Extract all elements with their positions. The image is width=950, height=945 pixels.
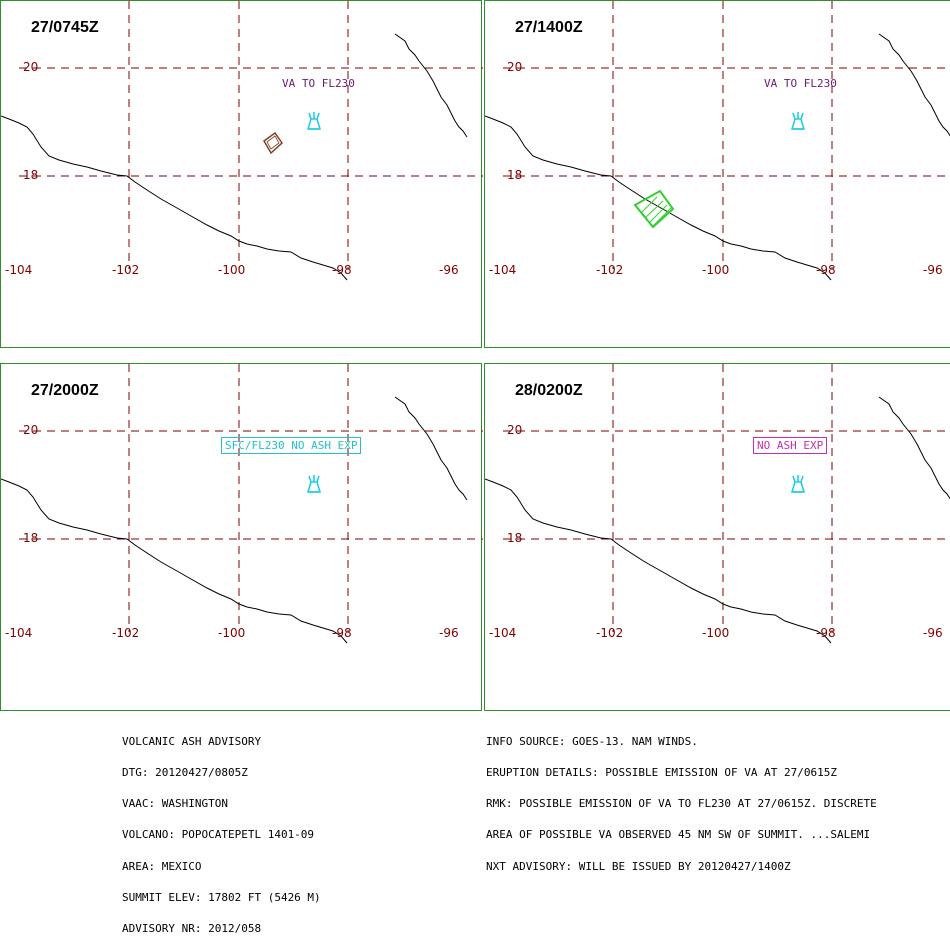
map-canvas (1, 1, 483, 281)
lon-label-98: -98 (332, 626, 352, 640)
ash-hatching (640, 196, 672, 228)
coastline (1, 115, 348, 281)
lon-label-100: -100 (218, 263, 246, 277)
lon-label-96: -96 (439, 626, 459, 640)
advisory-line: VOLCANIC ASH ADVISORY (122, 734, 262, 748)
lon-label-96: -96 (923, 626, 943, 640)
advisory-line: DTG: 20120427/0805Z (122, 766, 248, 780)
advisory-line: ERUPTION DETAILS: POSSIBLE EMISSION OF V… (486, 766, 837, 780)
lon-label-100: -100 (702, 263, 730, 277)
lat-label-18: 18 (23, 168, 39, 182)
lat-label-18: 18 (23, 531, 39, 545)
ash-area-polygon (263, 131, 283, 155)
advisory-line: INFO SOURCE: GOES-13. NAM WINDS. (486, 734, 698, 748)
lat-label-18: 18 (507, 531, 523, 545)
map-panel-1: 27/0745Z 20 18 -104 -102 -100 -98 -96 VA… (0, 0, 483, 348)
lon-label-96: -96 (923, 263, 943, 277)
advisory-line: ADVISORY NR: 2012/058 (122, 922, 262, 936)
map-panel-4: 28/0200Z 20 18 -104 -102 -100 -98 -96 NO… (484, 363, 950, 711)
ash-label-box: SFC/FL230 NO ASH EXP (221, 437, 362, 454)
lon-label-104: -104 (489, 626, 517, 640)
map-canvas (485, 364, 950, 644)
panel-time: 28/0200Z (515, 382, 583, 399)
lat-label-20: 20 (507, 423, 523, 437)
ash-label-box: NO ASH EXP (753, 437, 828, 454)
advisory-details-right: INFO SOURCE: GOES-13. NAM WINDS. ERUPTIO… (486, 716, 877, 883)
lon-label-102: -102 (112, 263, 140, 277)
coastline (485, 478, 832, 644)
lon-label-104: -104 (5, 626, 33, 640)
ash-area-polygon (633, 189, 675, 229)
panel-time: 27/0745Z (31, 19, 99, 36)
lon-label-104: -104 (5, 263, 33, 277)
lon-label-104: -104 (489, 263, 517, 277)
advisory-line: VOLCANO: POPOCATEPETL 1401-09 (122, 828, 315, 842)
map-canvas (485, 1, 950, 281)
coastline-gulf (878, 33, 950, 137)
ash-label: VA TO FL230 (282, 77, 355, 90)
coastline-gulf (394, 33, 468, 138)
lon-label-102: -102 (596, 263, 624, 277)
volcano-icon (790, 475, 806, 493)
lon-label-100: -100 (218, 626, 246, 640)
panel-time: 27/1400Z (515, 19, 583, 36)
map-canvas (1, 364, 483, 644)
panel-time: 27/2000Z (31, 382, 99, 399)
advisory-line: AREA: MEXICO (122, 859, 202, 873)
advisory-line: AREA OF POSSIBLE VA OBSERVED 45 NM SW OF… (486, 828, 871, 842)
lon-label-102: -102 (112, 626, 140, 640)
lon-label-98: -98 (332, 263, 352, 277)
advisory-line: SUMMIT ELEV: 17802 FT (5426 M) (122, 890, 321, 904)
coastline (1, 478, 348, 644)
advisory-header-left: VOLCANIC ASH ADVISORY DTG: 20120427/0805… (122, 716, 321, 945)
advisory-line: NXT ADVISORY: WILL BE ISSUED BY 20120427… (486, 859, 791, 873)
coastline (485, 115, 832, 281)
map-panel-3: 27/2000Z 20 18 -104 -102 -100 -98 -96 SF… (0, 363, 483, 711)
lon-label-100: -100 (702, 626, 730, 640)
lon-label-98: -98 (816, 626, 836, 640)
volcano-icon (306, 475, 322, 493)
lat-label-20: 20 (23, 423, 39, 437)
lat-label-20: 20 (23, 60, 39, 74)
lat-label-20: 20 (507, 60, 523, 74)
coastline-gulf (394, 396, 468, 501)
lon-label-102: -102 (596, 626, 624, 640)
coastline-gulf (878, 396, 950, 500)
ash-label: VA TO FL230 (764, 77, 837, 90)
advisory-line: VAAC: WASHINGTON (122, 797, 228, 811)
volcano-icon (306, 112, 322, 130)
map-panel-2: 27/1400Z 20 18 -104 -102 -100 -98 -96 VA… (484, 0, 950, 348)
volcano-icon (790, 112, 806, 130)
advisory-line: RMK: POSSIBLE EMISSION OF VA TO FL230 AT… (486, 797, 877, 811)
ash-area-inner (266, 135, 280, 150)
lat-label-18: 18 (507, 168, 523, 182)
lon-label-98: -98 (816, 263, 836, 277)
lon-label-96: -96 (439, 263, 459, 277)
